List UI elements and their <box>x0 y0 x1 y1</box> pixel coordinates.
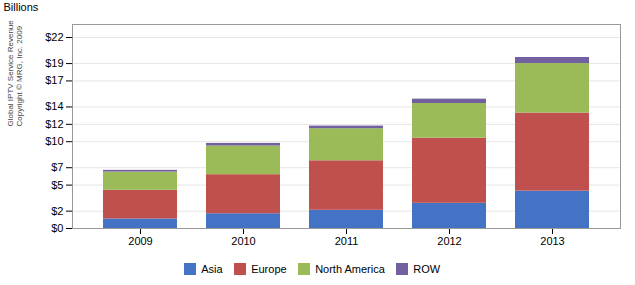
svg-text:$17: $17 <box>45 74 63 86</box>
svg-text:2009: 2009 <box>128 235 152 247</box>
svg-text:$7: $7 <box>51 161 63 173</box>
svg-text:$14: $14 <box>45 100 63 112</box>
svg-text:2013: 2013 <box>540 235 564 247</box>
svg-text:$2: $2 <box>51 205 63 217</box>
svg-text:Billions: Billions <box>4 1 39 13</box>
svg-text:$10: $10 <box>45 135 63 147</box>
html-text:North America: North America <box>315 262 385 275</box>
svg-text:$22: $22 <box>45 31 63 43</box>
svg-text:$12: $12 <box>45 118 63 130</box>
svg-text:2012: 2012 <box>437 235 461 247</box>
svg-text:Global IPTV Service RevenueCop: Global IPTV Service RevenueCopyright © M… <box>6 20 25 127</box>
html-text:ROW: ROW <box>413 262 441 275</box>
html-text:Europe: Europe <box>251 262 287 275</box>
html-text:Asia: Asia <box>201 262 223 275</box>
svg-text:2011: 2011 <box>335 235 359 247</box>
svg-text:$0: $0 <box>51 222 63 234</box>
svg-text:$5: $5 <box>51 179 63 191</box>
svg-text:$19: $19 <box>45 57 63 69</box>
svg-text:2010: 2010 <box>231 235 255 247</box>
